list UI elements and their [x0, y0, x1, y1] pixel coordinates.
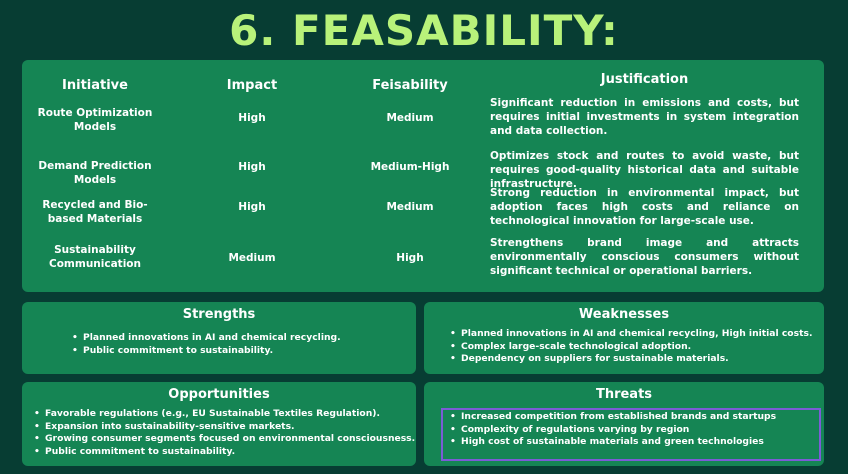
threats-list: Increased competition from established b… — [450, 411, 776, 449]
weaknesses-panel: Weaknesses Planned innovations in AI and… — [424, 302, 824, 374]
row-2-initiative: Demand Prediction Models — [38, 160, 152, 186]
row-4-feasibility: High — [396, 252, 424, 264]
feasibility-table: Initiative Impact Feisability Justificat… — [22, 60, 824, 292]
row-1-feasibility: Medium — [386, 112, 434, 124]
row-4-initiative: Sustainability Communication — [49, 244, 141, 270]
strengths-list: Planned innovations in AI and chemical r… — [72, 332, 341, 357]
list-item: Complexity of regulations varying by reg… — [450, 424, 776, 437]
row-1-initiative: Route Optimization Models — [37, 107, 153, 133]
list-item: Planned innovations in AI and chemical r… — [450, 328, 812, 341]
row-1-justification: Significant reduction in emissions and c… — [490, 97, 799, 137]
header-feasibility: Feisability — [372, 78, 448, 93]
list-item: Public commitment to sustainability. — [34, 446, 415, 459]
threats-title: Threats — [595, 387, 653, 402]
list-item: Growing consumer segments focused on env… — [34, 433, 415, 446]
row-3-impact: High — [238, 201, 266, 213]
list-item: Expansion into sustainability-sensitive … — [34, 421, 415, 434]
opportunities-panel: Opportunities Favorable regulations (e.g… — [22, 382, 416, 466]
row-4-justification: Strengthens brand image and attracts env… — [490, 237, 799, 277]
opportunities-list: Favorable regulations (e.g., EU Sustaina… — [34, 408, 415, 458]
header-initiative: Initiative — [62, 78, 128, 93]
row-2-impact: High — [238, 161, 266, 173]
list-item: High cost of sustainable materials and g… — [450, 436, 776, 449]
strengths-panel: Strengths Planned innovations in AI and … — [22, 302, 416, 374]
weaknesses-title: Weaknesses — [578, 307, 670, 322]
row-4-impact: Medium — [228, 252, 276, 264]
list-item: Favorable regulations (e.g., EU Sustaina… — [34, 408, 415, 421]
row-2-feasibility: Medium-High — [370, 161, 450, 173]
opportunities-title: Opportunities — [168, 387, 270, 402]
selection-highlight[interactable] — [441, 408, 821, 461]
list-item: Planned innovations in AI and chemical r… — [72, 332, 341, 345]
list-item: Increased competition from established b… — [450, 411, 776, 424]
header-impact: Impact — [226, 78, 278, 93]
threats-panel: Threats Increased competition from estab… — [424, 382, 824, 466]
strengths-title: Strengths — [182, 307, 256, 322]
row-2-justification: Optimizes stock and routes to avoid wast… — [490, 150, 799, 190]
header-justification: Justification — [600, 72, 689, 87]
row-3-feasibility: Medium — [386, 201, 434, 213]
list-item: Complex large-scale technological adopti… — [450, 341, 812, 354]
list-item: Dependency on suppliers for sustainable … — [450, 353, 812, 366]
weaknesses-list: Planned innovations in AI and chemical r… — [450, 328, 812, 366]
row-3-justification: Strong reduction in environmental impact… — [490, 187, 799, 227]
row-3-initiative: Recycled and Bio-based Materials — [42, 199, 148, 225]
list-item: Public commitment to sustainability. — [72, 345, 341, 358]
row-1-impact: High — [238, 112, 266, 124]
page-title: 6. FEASABILITY: — [229, 6, 619, 55]
